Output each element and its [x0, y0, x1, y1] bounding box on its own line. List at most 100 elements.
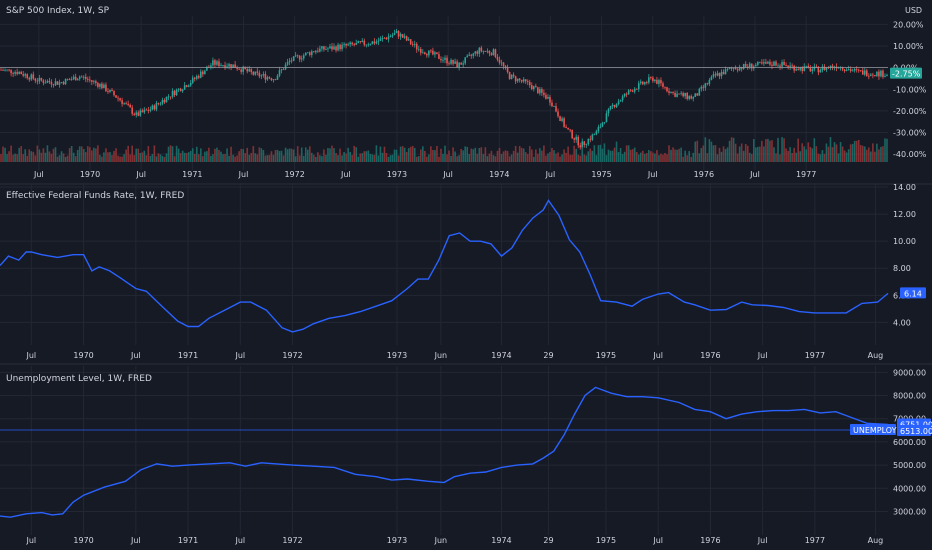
candle-body — [635, 88, 638, 90]
volume-bar — [783, 138, 785, 162]
sp500-x-axis[interactable]: Jul 1970 Jul 1971 Jul 1972 Jul 1973 Jul 1974 Jul 19… — [33, 170, 816, 179]
volume-bar — [619, 147, 622, 162]
volume-bar — [684, 150, 686, 162]
volume-bar — [157, 153, 160, 162]
volume-bar — [375, 145, 378, 162]
fedfunds-pane[interactable]: Effective Federal Funds Rate, 1W, FRED 1… — [0, 183, 926, 360]
volume-bar — [724, 149, 727, 162]
volume-bar — [615, 141, 618, 162]
volume-bar — [129, 154, 131, 162]
volume-bar — [252, 146, 255, 162]
volume-bar — [607, 149, 610, 162]
volume-bar — [468, 154, 471, 162]
candle-body — [315, 50, 317, 53]
volume-bar — [238, 151, 240, 162]
x-tick-label: 1973 — [387, 351, 407, 360]
candle-body — [161, 99, 164, 104]
volume-bar — [351, 154, 353, 162]
candle-body — [843, 69, 846, 72]
candle-body — [234, 64, 236, 68]
volume-bar — [70, 146, 73, 162]
candle-body — [744, 63, 747, 67]
candle-body — [8, 69, 10, 71]
volume-bar — [631, 149, 634, 162]
volume-bar — [123, 154, 125, 162]
fedfunds-last-badge-bg — [900, 287, 926, 299]
volume-bar — [424, 150, 426, 162]
candle-body — [807, 65, 810, 68]
volume-bar — [539, 148, 541, 162]
volume-bar — [195, 146, 198, 162]
candle-body — [185, 85, 188, 87]
volume-bar — [187, 152, 190, 162]
y-tick-label: -40.00% — [893, 150, 927, 159]
volume-bar — [698, 153, 701, 162]
candle-body — [861, 70, 864, 75]
volume-bar — [512, 150, 515, 162]
candle-body — [89, 79, 91, 81]
candle-body — [119, 98, 121, 101]
fedfunds-title: Effective Federal Funds Rate, 1W, FRED — [6, 191, 184, 201]
candle-body — [680, 93, 682, 94]
volume-bar — [720, 151, 723, 162]
candle-body — [872, 74, 874, 76]
candle-body — [668, 91, 670, 93]
candle-body — [621, 96, 624, 101]
candle-body — [496, 57, 499, 60]
candle-body — [716, 73, 719, 76]
candle-body — [375, 41, 378, 44]
candle-body — [302, 55, 305, 59]
volume-bar — [528, 146, 531, 162]
x-tick-label: 1971 — [178, 536, 198, 545]
volume-bar — [349, 151, 351, 162]
candle-body — [173, 90, 176, 95]
volume-bar — [62, 153, 65, 162]
candle-body — [470, 54, 473, 56]
volume-bar — [202, 156, 204, 162]
unemployment-pane[interactable]: Unemployment Level, 1W, FRED 9000.00 8000… — [0, 366, 932, 545]
candle-body — [238, 68, 240, 70]
candle-body — [76, 78, 79, 81]
candle-body — [270, 78, 273, 81]
candle-body — [577, 136, 580, 146]
x-tick-label: 1972 — [282, 351, 302, 360]
fedfunds-x-axis[interactable]: Jul 1970 Jul 1971 Jul 1972 1973 Jun 1974 29 1975 Ju… — [26, 351, 884, 360]
volume-bar — [781, 137, 783, 162]
volume-bar — [740, 143, 743, 162]
volume-bar — [569, 154, 571, 162]
x-tick-label: 1971 — [182, 170, 202, 179]
unemployment-x-axis[interactable]: Jul 1970 Jul 1971 Jul 1972 1973 Jun 1974 29 1975 Ju… — [26, 536, 884, 545]
candle-body — [62, 82, 65, 85]
volume-bar — [286, 149, 289, 162]
candle-body — [323, 46, 325, 50]
volume-bar — [526, 154, 529, 162]
candle-body — [153, 105, 156, 110]
candle-body — [486, 50, 489, 52]
volume-bar — [389, 155, 392, 162]
candle-body — [870, 74, 872, 76]
volume-bar — [185, 153, 188, 162]
volume-bar — [450, 155, 452, 162]
volume-bar — [137, 148, 140, 162]
candle-body — [359, 41, 362, 43]
volume-bar — [432, 149, 434, 162]
volume-bar — [672, 147, 674, 162]
volume-bar — [204, 151, 206, 162]
volume-bar — [34, 155, 37, 162]
sp500-pane[interactable]: S&P 500 Index, 1W, SP USD 20.00%10.00%0.… — [0, 6, 927, 179]
candle-body — [413, 43, 416, 45]
volume-bar — [801, 143, 804, 162]
volume-bar — [797, 138, 799, 162]
candle-body — [268, 77, 271, 79]
volume-bar — [38, 149, 41, 162]
volume-bar — [682, 156, 684, 162]
candle-body — [468, 54, 471, 56]
volume-bar — [208, 147, 210, 162]
volume-bar — [298, 155, 301, 162]
volume-bar — [470, 148, 473, 162]
volume-bar — [292, 149, 295, 162]
y-tick-label: 12.00 — [893, 210, 916, 219]
candle-body — [510, 74, 513, 80]
candle-body — [266, 77, 269, 80]
